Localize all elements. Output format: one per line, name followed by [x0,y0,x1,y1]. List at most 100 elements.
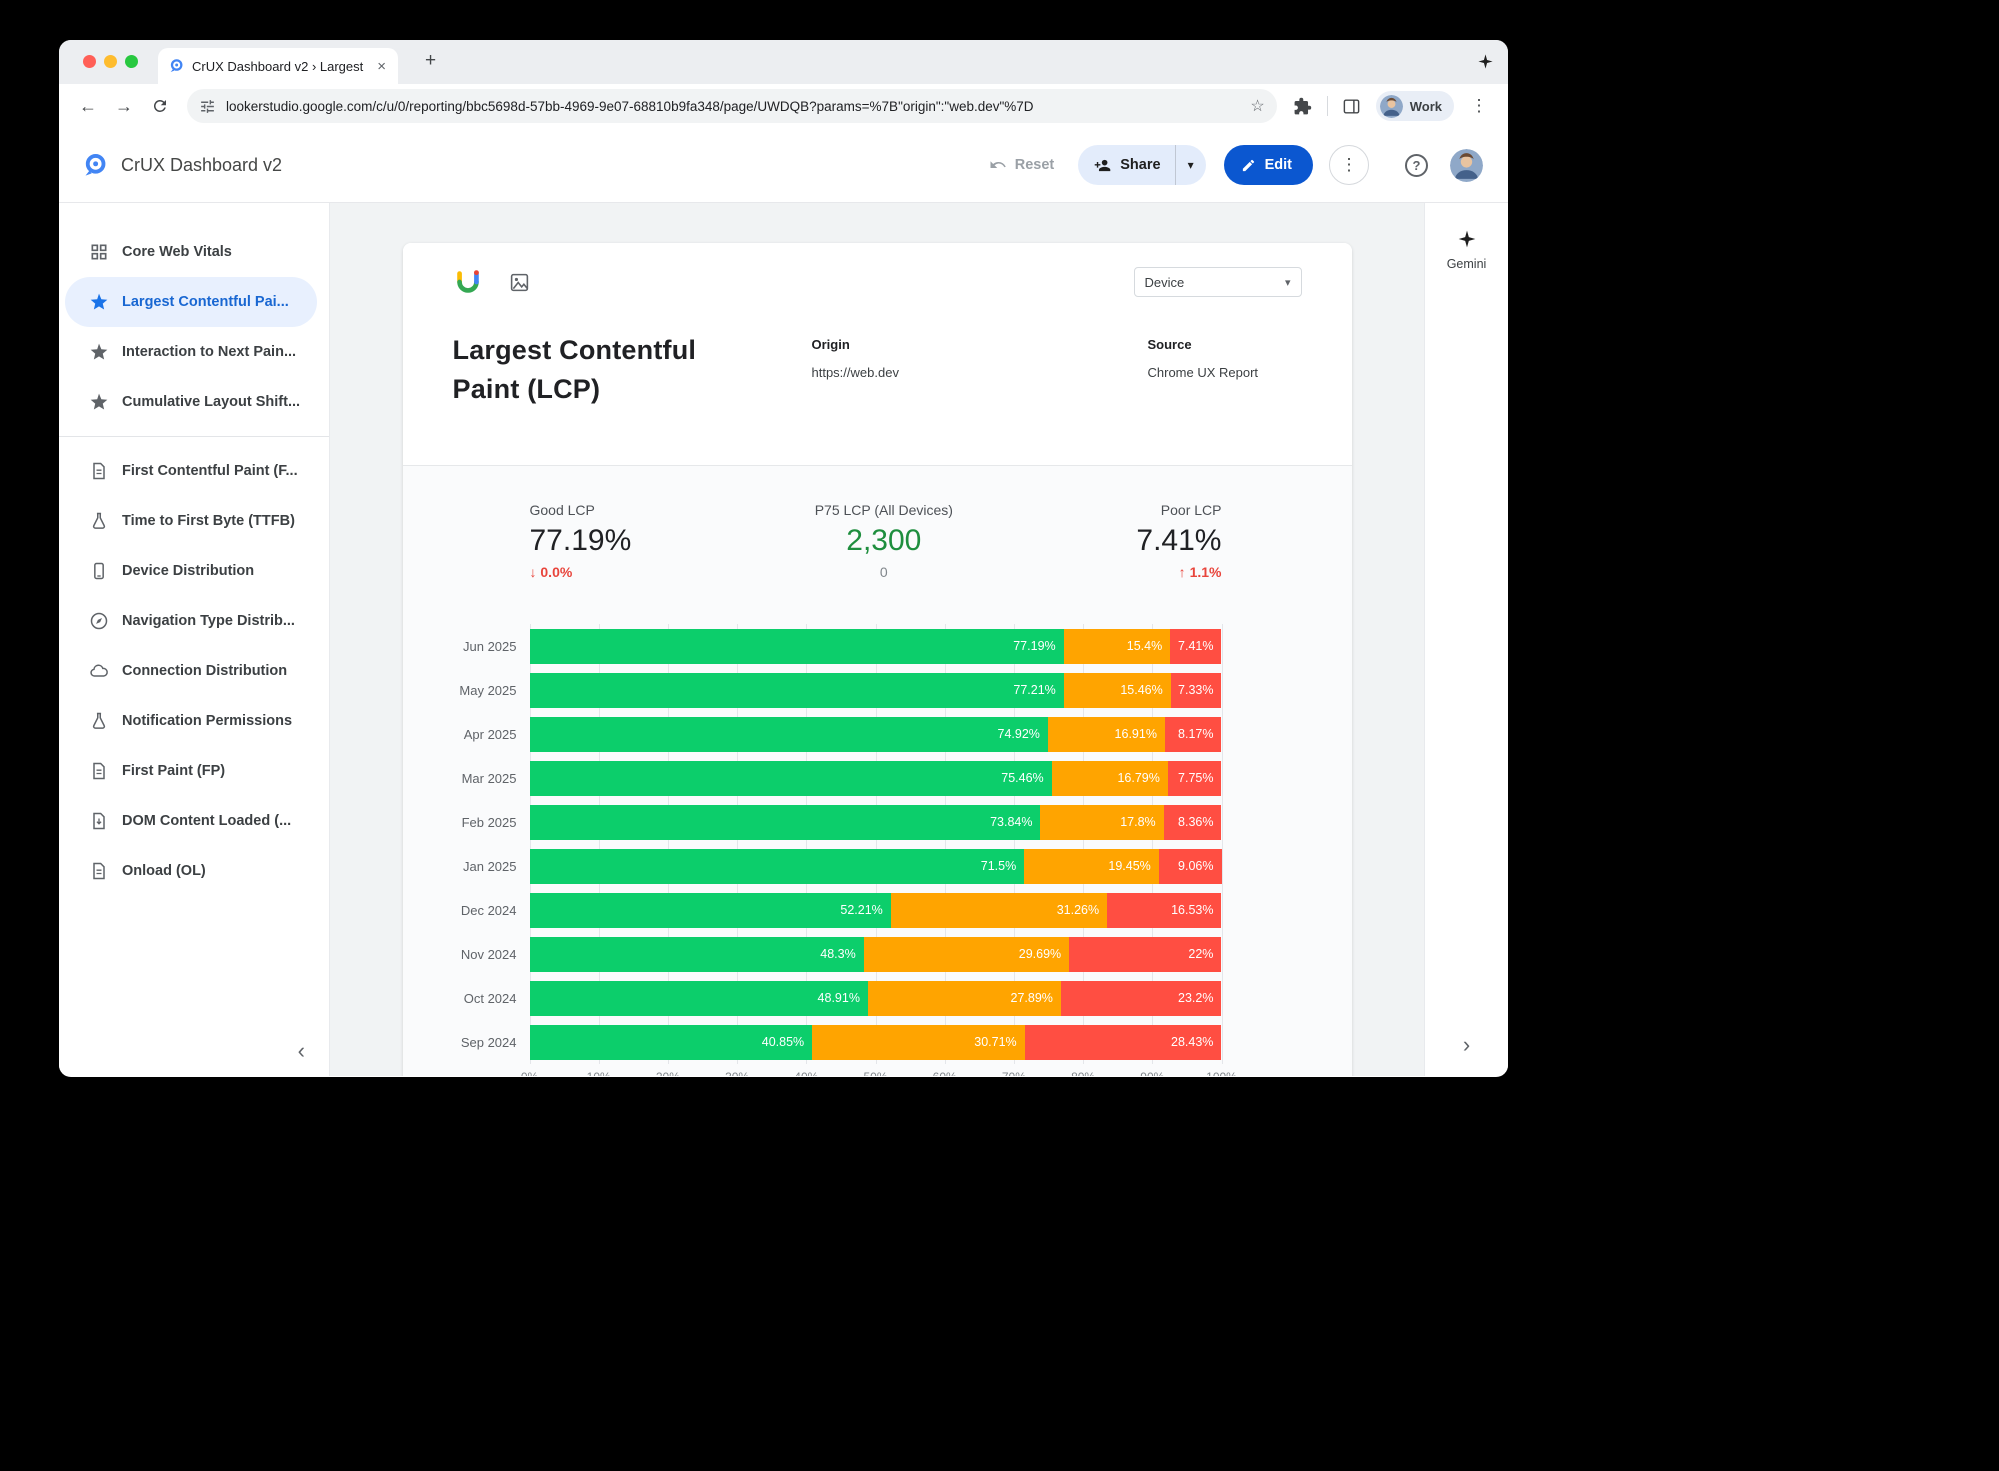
reset-button[interactable]: Reset [989,156,1054,174]
stacked-bar[interactable]: 48.3% 29.69% 22% [529,936,1222,972]
bar-segment-needs-improvement[interactable]: 30.71% [812,1024,1025,1060]
bar-segment-good[interactable]: 77.21% [529,672,1064,708]
bar-segment-poor[interactable]: 16.53% [1107,892,1222,928]
site-settings-icon[interactable] [199,98,216,115]
bar-segment-poor[interactable]: 7.41% [1170,628,1222,664]
sidebar-item-notification-permissions[interactable]: Notification Permissions [65,696,317,746]
compass-icon [89,611,109,631]
sidebar-item-navigation-type-distrib[interactable]: Navigation Type Distrib... [65,596,317,646]
minimize-window-button[interactable] [104,55,117,68]
doc-icon [89,761,109,781]
bookmark-star-icon[interactable]: ☆ [1250,98,1265,115]
stacked-bar[interactable]: 71.5% 19.45% 9.06% [529,848,1222,884]
bar-segment-value: 9.06% [1178,859,1214,874]
bar-segment-needs-improvement[interactable]: 15.4% [1063,628,1171,664]
star-icon [89,292,109,312]
bar-segment-good[interactable]: 77.19% [529,628,1064,664]
sidebar-item-interaction-to-next-pain[interactable]: Interaction to Next Pain... [65,327,317,377]
extensions-puzzle-icon[interactable] [1287,90,1319,122]
bar-segment-good[interactable]: 48.91% [529,980,868,1016]
share-button[interactable]: Share ▾ [1078,145,1206,185]
new-tab-button[interactable]: + [425,50,437,71]
stacked-bar[interactable]: 73.84% 17.8% 8.36% [529,804,1222,840]
stacked-bar[interactable]: 77.19% 15.4% 7.41% [529,628,1222,664]
phone-icon [89,561,109,581]
stacked-bar[interactable]: 77.21% 15.46% 7.33% [529,672,1222,708]
sidebar-item-connection-distribution[interactable]: Connection Distribution [65,646,317,696]
bar-segment-poor[interactable]: 28.43% [1024,1024,1222,1060]
bar-segment-good[interactable]: 71.5% [529,848,1025,884]
bar-segment-needs-improvement[interactable]: 16.91% [1047,716,1165,752]
sidebar-item-dom-content-loaded[interactable]: DOM Content Loaded (... [65,796,317,846]
chart-row: Mar 2025 75.46% 16.79% 7.75% [453,756,1222,800]
stacked-bar[interactable]: 75.46% 16.79% 7.75% [529,760,1222,796]
chart-row: Jan 2025 71.5% 19.45% 9.06% [453,844,1222,888]
sidebar-item-time-to-first-byte-ttfb[interactable]: Time to First Byte (TTFB) [65,496,317,546]
tab-organize-sparkle-icon[interactable] [1477,53,1494,70]
browser-menu-kebab-icon[interactable]: ⋮ [1470,96,1488,115]
close-window-button[interactable] [83,55,96,68]
stacked-bar[interactable]: 52.21% 31.26% 16.53% [529,892,1222,928]
account-avatar[interactable] [1450,148,1483,182]
share-dropdown-caret[interactable]: ▾ [1174,145,1206,185]
bar-segment-poor[interactable]: 8.36% [1163,804,1222,840]
source-label: Source [1147,337,1192,352]
scorecard-good-lcp: Good LCP 77.19% ↓ 0.0% [530,502,632,580]
bar-segment-needs-improvement[interactable]: 29.69% [863,936,1070,972]
bar-segment-needs-improvement[interactable]: 27.89% [867,980,1061,1016]
reload-button[interactable] [143,89,177,123]
sidebar-item-core-web-vitals[interactable]: Core Web Vitals [65,227,317,277]
side-panel-icon[interactable] [1336,90,1368,122]
doc-arrow-icon [89,811,109,831]
bar-segment-needs-improvement[interactable]: 31.26% [890,892,1108,928]
bar-segment-poor[interactable]: 9.06% [1158,848,1222,884]
bar-segment-value: 73.84% [990,815,1033,830]
sidebar-item-largest-contentful-pai[interactable]: Largest Contentful Pai... [65,277,317,327]
sidebar-item-device-distribution[interactable]: Device Distribution [65,546,317,596]
bar-segment-needs-improvement[interactable]: 15.46% [1063,672,1171,708]
stacked-bar[interactable]: 48.91% 27.89% 23.2% [529,980,1222,1016]
bar-segment-needs-improvement[interactable]: 19.45% [1024,848,1159,884]
bar-segment-needs-improvement[interactable]: 17.8% [1040,804,1164,840]
profile-chip[interactable]: Work [1375,91,1454,121]
delta-up-arrow-icon: ↑ [1178,564,1186,581]
stacked-bar[interactable]: 74.92% 16.91% 8.17% [529,716,1222,752]
stacked-bar[interactable]: 40.85% 30.71% 28.43% [529,1024,1222,1060]
bar-segment-good[interactable]: 75.46% [529,760,1052,796]
bar-segment-poor[interactable]: 7.75% [1167,760,1222,796]
bar-segment-good[interactable]: 52.21% [529,892,891,928]
maximize-window-button[interactable] [125,55,138,68]
tab-close-icon[interactable]: × [377,57,386,75]
sidebar-item-first-paint-fp[interactable]: First Paint (FP) [65,746,317,796]
bar-segment-needs-improvement[interactable]: 16.79% [1051,760,1168,796]
bar-segment-poor[interactable]: 7.33% [1170,672,1222,708]
url-text[interactable]: lookerstudio.google.com/c/u/0/reporting/… [226,98,1034,114]
report-name[interactable]: CrUX Dashboard v2 [121,154,283,175]
bar-segment-good[interactable]: 48.3% [529,936,864,972]
bar-segment-value: 77.21% [1013,683,1056,698]
bar-segment-good[interactable]: 40.85% [529,1024,813,1060]
bar-segment-poor[interactable]: 22% [1069,936,1222,972]
bar-segment-value: 28.43% [1171,1035,1214,1050]
gridline [1013,624,1015,1065]
browser-tab[interactable]: CrUX Dashboard v2 › Largest × [158,48,398,84]
address-bar[interactable]: lookerstudio.google.com/c/u/0/reporting/… [187,89,1277,123]
bar-segment-poor[interactable]: 23.2% [1060,980,1222,1016]
expand-rail-chevron-icon[interactable]: › [1462,1032,1471,1057]
edit-button[interactable]: Edit [1223,145,1313,185]
forward-button[interactable]: → [115,95,133,116]
more-options-kebab-icon[interactable]: ⋮ [1329,145,1369,185]
device-filter-dropdown[interactable]: Device ▾ [1133,267,1302,297]
sidebar-item-first-contentful-paint-f[interactable]: First Contentful Paint (F... [65,446,317,496]
back-button[interactable]: ← [79,95,97,116]
bar-segment-poor[interactable]: 8.17% [1164,716,1222,752]
sidebar-item-cumulative-layout-shift[interactable]: Cumulative Layout Shift... [65,377,317,427]
collapse-sidebar-chevron-icon[interactable]: ‹ [297,1038,305,1063]
x-axis-tick: 50% [863,1070,887,1076]
bar-segment-good[interactable]: 74.92% [529,716,1048,752]
help-icon[interactable]: ? [1405,153,1428,177]
sidebar-item-onload-ol[interactable]: Onload (OL) [65,846,317,896]
bar-segment-good[interactable]: 73.84% [529,804,1041,840]
gemini-sparkle-icon[interactable] [1457,229,1477,249]
bar-segment-value: 8.36% [1178,815,1214,830]
